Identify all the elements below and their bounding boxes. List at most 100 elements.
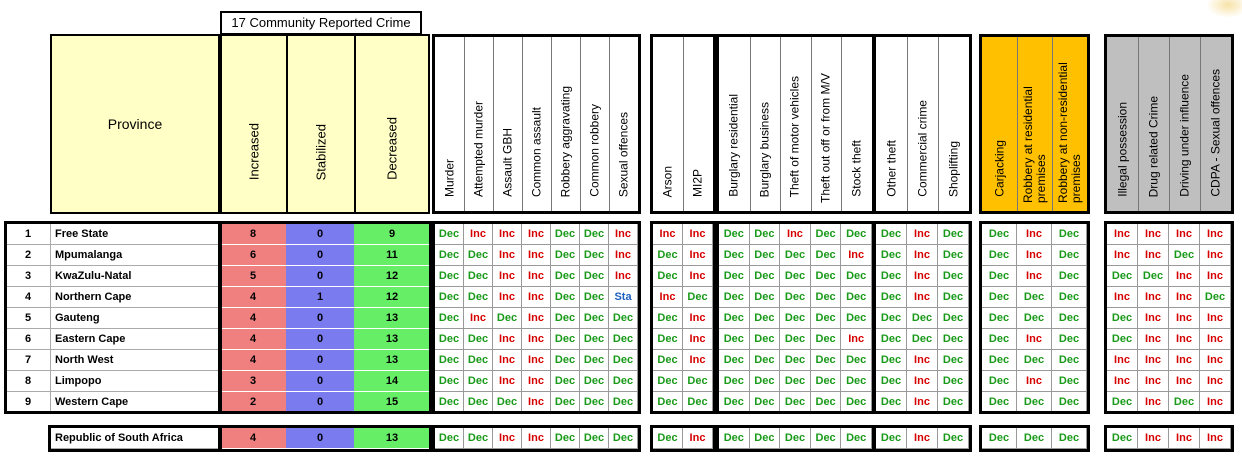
trend-cell: Dec	[580, 371, 609, 392]
column-header-burglary-residential: Burglary residential	[719, 37, 751, 211]
decreased-count: 11	[354, 245, 430, 266]
trend-cell: Inc	[493, 428, 522, 449]
trend-cell: Inc	[1107, 245, 1138, 266]
trend-cell: Dec	[749, 371, 781, 392]
trend-cell: Dec	[938, 308, 969, 329]
trend-cell: Dec	[749, 245, 781, 266]
trend-cell: Inc	[683, 224, 713, 245]
trend-cell: Dec	[876, 308, 907, 329]
trend-cell: Inc	[522, 350, 551, 371]
trend-cell: Dec	[982, 245, 1017, 266]
trend-cell: Dec	[907, 308, 938, 329]
trend-cell: Dec	[551, 392, 580, 413]
trend-cell: Inc	[609, 266, 638, 287]
trend-cell: Dec	[551, 266, 580, 287]
trend-cell: Inc	[1200, 266, 1231, 287]
trend-cell: Inc	[907, 428, 938, 449]
trend-cell: Dec	[749, 329, 781, 350]
trend-cell: Inc	[522, 308, 551, 329]
trend-cell: Dec	[493, 392, 522, 413]
column-header-theft-of-motor-vehicles: Theft of motor vehicles	[780, 37, 812, 211]
column-header-commercial-crime: Commercial crime	[907, 37, 939, 211]
column-header-robbery-at-residential-premises: Robbery at residential premises	[1017, 37, 1053, 211]
column-header-label: Murder	[442, 158, 456, 197]
trend-cell: Dec	[653, 428, 683, 449]
trend-cell: Dec	[1107, 266, 1138, 287]
trend-cell: Dec	[719, 224, 750, 245]
trend-cell: Dec	[551, 350, 580, 371]
column-header-label: Robbery at non-residential premises	[1055, 62, 1083, 203]
row-number: 7	[4, 350, 50, 371]
trend-cell: Dec	[982, 308, 1017, 329]
trend-cell: Dec	[876, 329, 907, 350]
column-header-label: Burglary residential	[726, 94, 741, 197]
trend-cell: Inc	[1200, 308, 1231, 329]
trend-cell: Dec	[464, 371, 493, 392]
trend-cell: Inc	[522, 287, 551, 308]
trend-cell: Dec	[810, 266, 842, 287]
column-header-burglary-business: Burglary business	[750, 37, 782, 211]
trend-cell: Dec	[551, 428, 580, 449]
trend-cell: Dec	[841, 350, 872, 371]
trend-cell: Inc	[1138, 245, 1169, 266]
stabilized-header: Stabilized	[286, 34, 356, 214]
trend-cell: Dec	[464, 329, 493, 350]
decreased-count: 13	[354, 428, 430, 449]
national-total-label: Republic of South Africa	[50, 428, 220, 449]
trend-cell: Dec	[1052, 308, 1087, 329]
trend-cell: Dec	[719, 371, 750, 392]
trend-cell: Dec	[580, 224, 609, 245]
increased-header: Increased	[220, 34, 288, 214]
trend-cell: Inc	[1138, 350, 1169, 371]
trend-cell: Dec	[938, 266, 969, 287]
trend-cell: Dec	[653, 308, 683, 329]
trend-cell: Dec	[841, 392, 872, 413]
row-number: 5	[4, 308, 50, 329]
trend-cell: Dec	[780, 392, 811, 413]
column-header-label: Driving under influence	[1177, 74, 1191, 197]
column-header-attempted-murder: Attempted murder	[464, 37, 494, 211]
trend-cell: Dec	[464, 287, 493, 308]
trend-cell: Dec	[982, 287, 1017, 308]
trend-cell: Dec	[1169, 392, 1200, 413]
column-header-label: Burglary business	[757, 101, 772, 197]
corner-logo-icon	[1206, 0, 1242, 18]
table-title: 17 Community Reported Crime	[220, 11, 422, 35]
column-header-robbery-aggravating: Robbery aggravating	[551, 37, 581, 211]
trend-cell: Dec	[1052, 350, 1087, 371]
trend-cell: Dec	[982, 266, 1017, 287]
trend-cell: Dec	[780, 287, 811, 308]
trend-cell: Inc	[1138, 308, 1169, 329]
trend-cell: Dec	[780, 350, 811, 371]
column-header-murder: Murder	[435, 37, 465, 211]
decreased-count: 9	[354, 224, 430, 245]
trend-cell: Inc	[464, 308, 493, 329]
trend-cell: Dec	[1138, 266, 1169, 287]
stabilized-count: 0	[286, 329, 354, 350]
trend-cell: Dec	[551, 371, 580, 392]
trend-cell: Dec	[1052, 392, 1087, 413]
province-header: Province	[50, 34, 220, 214]
trend-cell: Dec	[683, 371, 713, 392]
trend-cell: Dec	[938, 224, 969, 245]
column-header-driving-under-influence: Driving under influence	[1169, 37, 1201, 211]
decreased-count: 13	[354, 308, 430, 329]
trend-cell: Dec	[810, 287, 842, 308]
column-header-label: Stock theft	[849, 140, 864, 197]
trend-cell: Inc	[1200, 245, 1231, 266]
trend-cell: Dec	[653, 392, 683, 413]
trend-cell: Inc	[1017, 224, 1052, 245]
trend-cell: Dec	[780, 266, 811, 287]
column-header-assault-gbh: Assault GBH	[493, 37, 523, 211]
trend-cell: Dec	[653, 245, 683, 266]
trend-cell: Dec	[1052, 245, 1087, 266]
trend-cell: Dec	[464, 266, 493, 287]
column-header-label: Common assault	[529, 106, 543, 197]
row-number: 2	[4, 245, 50, 266]
trend-cell: Inc	[522, 329, 551, 350]
trend-cell: Dec	[719, 392, 750, 413]
column-header-label: Robbery aggravating	[558, 85, 572, 197]
trend-cell: Inc	[522, 392, 551, 413]
row-number: 8	[4, 371, 50, 392]
trend-cell: Inc	[464, 224, 493, 245]
